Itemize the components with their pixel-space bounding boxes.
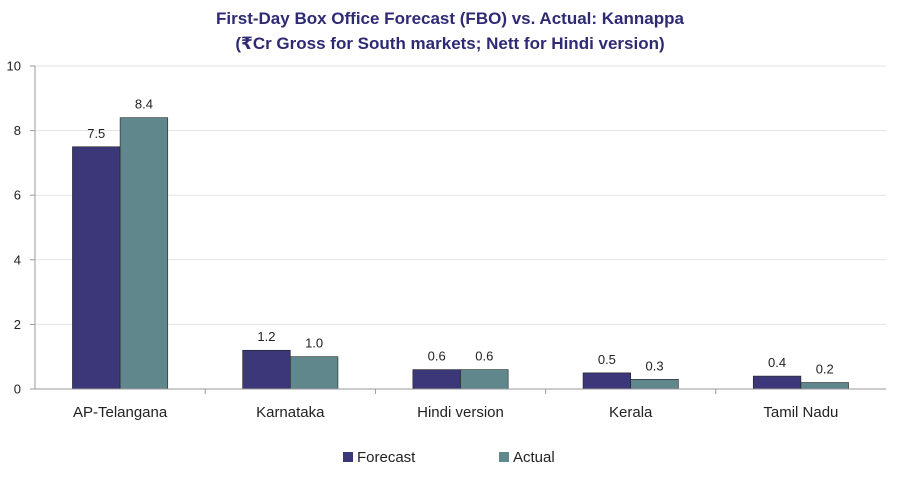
- bar-forecast: [752, 375, 802, 390]
- bar-actual: [119, 117, 169, 390]
- y-tick-label: 6: [14, 188, 21, 203]
- x-axis-categories: AP-Telangana Karnataka Hindi version Kerala…: [73, 404, 838, 421]
- legend-swatch-actual: [499, 452, 509, 462]
- legend-label: Forecast: [357, 449, 416, 466]
- data-label: 8.4: [135, 97, 153, 112]
- data-label: 0.3: [645, 358, 663, 373]
- bars: [72, 117, 849, 390]
- legend: Forecast Actual: [343, 449, 555, 466]
- data-label: 0.6: [428, 349, 446, 364]
- data-label: 1.2: [257, 329, 275, 344]
- y-tick-label: 4: [14, 252, 21, 267]
- y-tick-label: 10: [7, 59, 21, 74]
- legend-swatch-forecast: [343, 452, 353, 462]
- bar-actual: [800, 382, 849, 390]
- bar-actual: [460, 369, 509, 390]
- x-category-label: Hindi version: [417, 404, 504, 421]
- bar-forecast: [72, 146, 121, 390]
- data-labels: 7.5 8.4 1.2 1.0 0.6 0.6 0.5 0.3 0.4 0.2: [87, 97, 834, 377]
- gridlines: [35, 65, 886, 325]
- y-tick-label: 0: [14, 382, 21, 397]
- data-label: 0.5: [598, 352, 616, 367]
- x-category-label: Kerala: [609, 404, 653, 421]
- data-label: 1.0: [305, 336, 323, 351]
- x-category-label: AP-Telangana: [73, 404, 168, 421]
- x-category-label: Karnataka: [256, 404, 325, 421]
- data-label: 0.6: [475, 349, 493, 364]
- y-tick-label: 8: [14, 123, 21, 138]
- x-category-label: Tamil Nadu: [763, 404, 838, 421]
- data-label: 7.5: [87, 126, 105, 141]
- legend-label: Actual: [513, 449, 555, 466]
- y-axis-ticks: 0 2 4 6 8 10: [7, 59, 35, 397]
- chart-title: First-Day Box Office Forecast (FBO) vs. …: [216, 9, 684, 28]
- bar-actual: [630, 379, 679, 390]
- y-tick-label: 2: [14, 317, 21, 332]
- chart-subtitle: (₹Cr Gross for South markets; Nett for H…: [235, 34, 664, 53]
- bar-forecast: [582, 372, 632, 390]
- bar-actual: [289, 356, 339, 390]
- data-label: 0.2: [816, 362, 834, 377]
- bar-forecast: [242, 349, 291, 390]
- bar-forecast: [412, 369, 461, 390]
- data-label: 0.4: [768, 355, 786, 370]
- axes: [34, 66, 886, 394]
